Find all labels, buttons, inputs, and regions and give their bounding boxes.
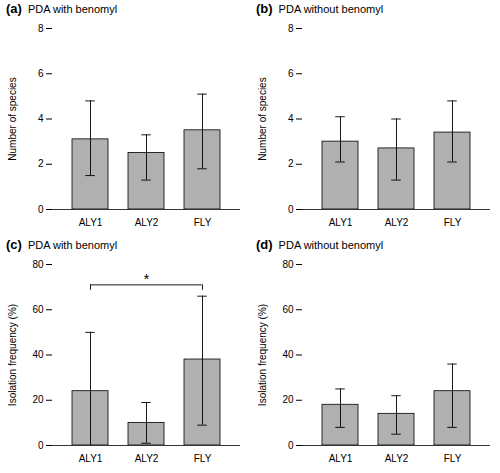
svg-text:FLY: FLY (194, 217, 212, 228)
html-text:(c) PDA with benomyl: (c) PDA with benomyl (6, 237, 118, 252)
svg-text:4: 4 (288, 113, 294, 124)
svg-text:*: * (144, 271, 150, 287)
svg-text:Isolation frequency (%): Isolation frequency (%) (7, 304, 18, 406)
svg-text:2: 2 (288, 158, 294, 169)
svg-text:ALY2: ALY2 (385, 453, 409, 464)
html-text:(a) PDA with benomyl: (a) PDA with benomyl (6, 1, 118, 16)
svg-text:40: 40 (32, 349, 44, 360)
svg-text:20: 20 (282, 394, 294, 405)
svg-text:ALY1: ALY1 (329, 453, 353, 464)
svg-text:ALY1: ALY1 (329, 217, 353, 228)
html-text:(d) PDA without benomyl: (d) PDA without benomyl (256, 237, 384, 252)
svg-text:ALY1: ALY1 (79, 453, 103, 464)
svg-text:0: 0 (38, 440, 44, 451)
svg-text:ALY2: ALY2 (385, 217, 409, 228)
svg-text:60: 60 (282, 304, 294, 315)
svg-text:ALY2: ALY2 (135, 217, 159, 228)
svg-text:Number of species: Number of species (7, 77, 18, 160)
svg-text:80: 80 (282, 259, 294, 270)
svg-text:6: 6 (38, 68, 44, 79)
svg-text:4: 4 (38, 113, 44, 124)
svg-text:0: 0 (38, 204, 44, 215)
svg-text:FLY: FLY (194, 453, 212, 464)
svg-text:20: 20 (32, 394, 44, 405)
svg-text:6: 6 (288, 68, 294, 79)
svg-text:8: 8 (38, 23, 44, 34)
svg-text:8: 8 (288, 23, 294, 34)
svg-text:60: 60 (32, 304, 44, 315)
svg-text:Isolation frequency (%): Isolation frequency (%) (257, 304, 268, 406)
html-text:(b) PDA without benomyl: (b) PDA without benomyl (256, 1, 384, 16)
svg-text:FLY: FLY (444, 217, 462, 228)
svg-text:40: 40 (282, 349, 294, 360)
svg-text:80: 80 (32, 259, 44, 270)
svg-text:0: 0 (288, 204, 294, 215)
svg-text:2: 2 (38, 158, 44, 169)
svg-text:0: 0 (288, 440, 294, 451)
svg-text:ALY2: ALY2 (135, 453, 159, 464)
svg-text:FLY: FLY (444, 453, 462, 464)
svg-text:ALY1: ALY1 (79, 217, 103, 228)
svg-text:Number of species: Number of species (257, 77, 268, 160)
